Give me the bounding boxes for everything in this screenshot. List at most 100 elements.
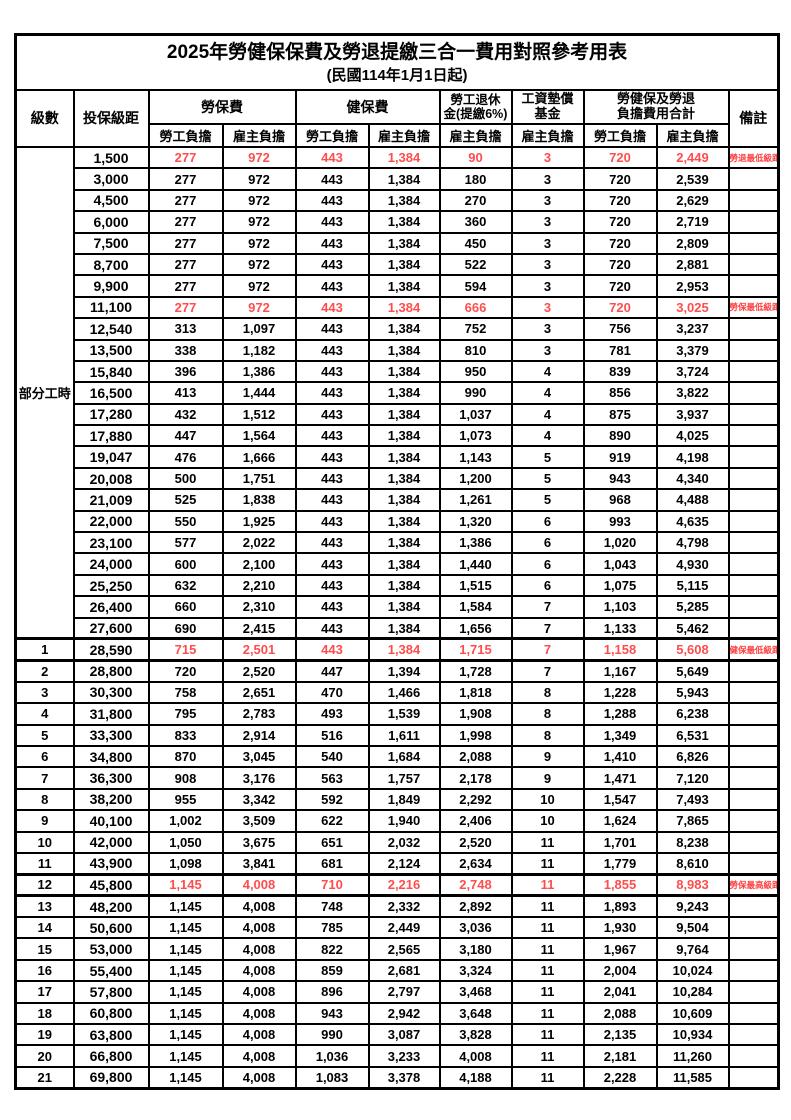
value-cell: 11 [510,980,585,1004]
value-cell: 990 [438,381,513,405]
remark-cell [727,702,780,726]
value-cell: 443 [294,595,370,619]
value-cell: 2,539 [655,167,730,191]
value-cell: 7 [510,659,585,683]
value-cell: 720 [582,252,658,277]
value-cell: 2,797 [367,980,441,1004]
value-cell: 1,547 [582,787,658,812]
value-cell: 10 [510,787,585,812]
value-cell: 2,332 [367,894,441,919]
value-cell: 3,379 [655,338,730,362]
value-cell: 1,656 [438,616,513,641]
value-cell: 540 [294,744,370,769]
value-cell: 1,384 [367,252,441,277]
value-cell: 1,384 [367,274,441,298]
value-cell: 1,751 [221,466,297,491]
value-cell: 5,115 [655,573,730,598]
value-cell: 1,384 [367,531,441,555]
table-row: 12 45,800 1,145 4,008 710 2,216 2,748 11 1,855 8,… [14,872,780,898]
value-cell: 822 [294,937,370,961]
remark-cell [727,509,780,534]
table-row: 26,400 660 2,310 443 1,384 1,584 7 1,103 5,285 [16,595,780,619]
value-cell: 748 [294,894,370,919]
value-cell: 11 [510,872,585,898]
table-row: 20,008 500 1,751 443 1,384 1,200 5 943 4,340 [16,466,780,491]
value-cell: 1,182 [221,338,297,362]
table-row: 15,840 396 1,386 443 1,384 950 4 839 3,724 [16,359,780,384]
value-cell: 4 [510,402,585,427]
value-cell: 10,024 [655,958,730,983]
value-cell: 4,008 [221,894,297,919]
salary-bracket-cell: 53,000 [72,937,150,961]
value-cell: 4,008 [221,1065,297,1090]
value-cell: 2,178 [438,766,513,790]
value-cell: 4,008 [221,872,297,898]
value-cell: 1,384 [367,167,441,191]
value-cell: 3 [510,274,585,298]
value-cell: 6 [510,552,585,576]
remark-cell: 勞保最高級距 [727,872,780,898]
value-cell: 2,181 [582,1044,658,1068]
level-cell: 2 [14,659,75,683]
remark-cell [727,252,780,277]
salary-bracket-cell: 9,900 [72,274,150,298]
table-title-cell: 2025年勞健保保費及勞退提繳三合一費用對照參考用表 (民國114年1月1日起) [14,33,780,91]
value-cell: 1,855 [582,872,658,898]
value-cell: 2,809 [655,231,730,255]
value-cell: 972 [221,274,297,298]
value-cell: 443 [294,188,370,213]
value-cell: 1,384 [367,424,441,448]
value-cell: 2,032 [367,830,441,854]
value-cell: 1,394 [367,659,441,683]
remark-cell [727,723,780,747]
salary-bracket-cell: 1,500 [72,145,150,170]
value-cell: 2,449 [367,916,441,940]
value-cell: 1,384 [367,317,441,341]
value-cell: 1,384 [367,445,441,469]
table-row: 25,250 632 2,210 443 1,384 1,515 6 1,075 5,115 [16,573,780,598]
value-cell: 1,386 [221,359,297,384]
value-cell: 1,037 [438,402,513,427]
value-cell: 4,008 [221,1044,297,1068]
value-cell: 11 [510,1022,585,1047]
value-cell: 950 [438,359,513,384]
value-cell: 1,386 [438,531,513,555]
subheader-total-employee: 勞工負擔 [582,123,658,148]
value-cell: 3,378 [367,1065,441,1090]
value-cell: 3,237 [655,317,730,341]
level-cell: 15 [14,937,75,961]
subheader-health-employer: 雇主負擔 [367,123,441,148]
value-cell: 1,145 [147,1065,224,1090]
value-cell: 2,406 [438,809,513,833]
remark-cell [727,616,780,641]
header-pension: 勞工退休 金(提繳6%) [438,89,513,125]
value-cell: 5 [510,488,585,512]
table-row: 16,500 413 1,444 443 1,384 990 4 856 3,822 [16,381,780,405]
value-cell: 1,145 [147,872,224,898]
value-cell: 443 [294,274,370,298]
page-title: 2025年勞健保保費及勞退提繳三合一費用對照參考用表 [166,42,628,64]
value-cell: 908 [147,766,224,790]
value-cell: 5 [510,445,585,469]
value-cell: 2,041 [582,980,658,1004]
value-cell: 8 [510,680,585,705]
value-cell: 11 [510,851,585,876]
remark-cell [727,744,780,769]
value-cell: 2,449 [655,145,730,170]
table-row: 15 53,000 1,145 4,008 822 2,565 3,180 11 1,967 9,… [14,937,780,961]
remark-cell [727,381,780,405]
value-cell: 972 [221,210,297,234]
value-cell: 1,145 [147,894,224,919]
value-cell: 3 [510,188,585,213]
value-cell: 896 [294,980,370,1004]
salary-bracket-cell: 7,500 [72,231,150,255]
value-cell: 3,822 [655,381,730,405]
value-cell: 3 [510,231,585,255]
value-cell: 660 [147,595,224,619]
table-row: 19,047 476 1,666 443 1,384 1,143 5 919 4,198 [16,445,780,469]
value-cell: 5 [510,466,585,491]
value-cell: 1,998 [438,723,513,747]
value-cell: 715 [147,637,224,662]
level-cell: 18 [14,1001,75,1026]
remark-cell [727,809,780,833]
